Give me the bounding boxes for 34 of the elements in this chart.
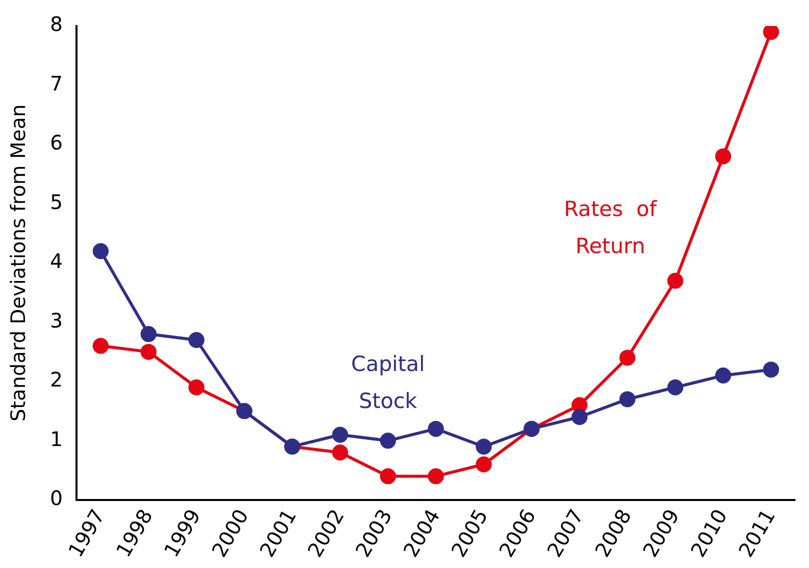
y-tick-label: 3 bbox=[50, 308, 63, 332]
y-tick-label: 1 bbox=[50, 426, 63, 451]
point bbox=[715, 368, 732, 384]
y-tick-label: 4 bbox=[50, 249, 63, 274]
point bbox=[476, 438, 492, 455]
point bbox=[140, 326, 157, 342]
point bbox=[140, 344, 157, 360]
point bbox=[715, 148, 732, 164]
point bbox=[572, 408, 588, 425]
y-tick-label: 0 bbox=[50, 486, 63, 510]
y-tick-label: 8 bbox=[50, 12, 63, 36]
y-axis-title: Standard Deviations from Mean bbox=[6, 104, 30, 422]
point bbox=[380, 468, 396, 484]
point bbox=[428, 468, 444, 484]
point bbox=[332, 426, 348, 443]
point bbox=[763, 362, 780, 378]
point bbox=[619, 350, 636, 366]
point bbox=[476, 456, 492, 472]
point bbox=[92, 338, 109, 354]
series-label: Rates of Return bbox=[564, 197, 658, 258]
point bbox=[92, 243, 109, 260]
series-label: Capital Stock bbox=[351, 352, 425, 414]
point bbox=[188, 379, 204, 396]
y-tick-label: 2 bbox=[50, 368, 63, 392]
point bbox=[667, 272, 684, 289]
point bbox=[380, 432, 396, 449]
point bbox=[188, 332, 204, 348]
point bbox=[619, 391, 636, 408]
y-tick-label: 7 bbox=[50, 71, 63, 96]
point bbox=[667, 379, 684, 396]
y-tick-label: 6 bbox=[50, 130, 63, 155]
y-tick-label: 5 bbox=[50, 190, 63, 214]
point bbox=[428, 420, 444, 437]
point bbox=[332, 444, 348, 461]
